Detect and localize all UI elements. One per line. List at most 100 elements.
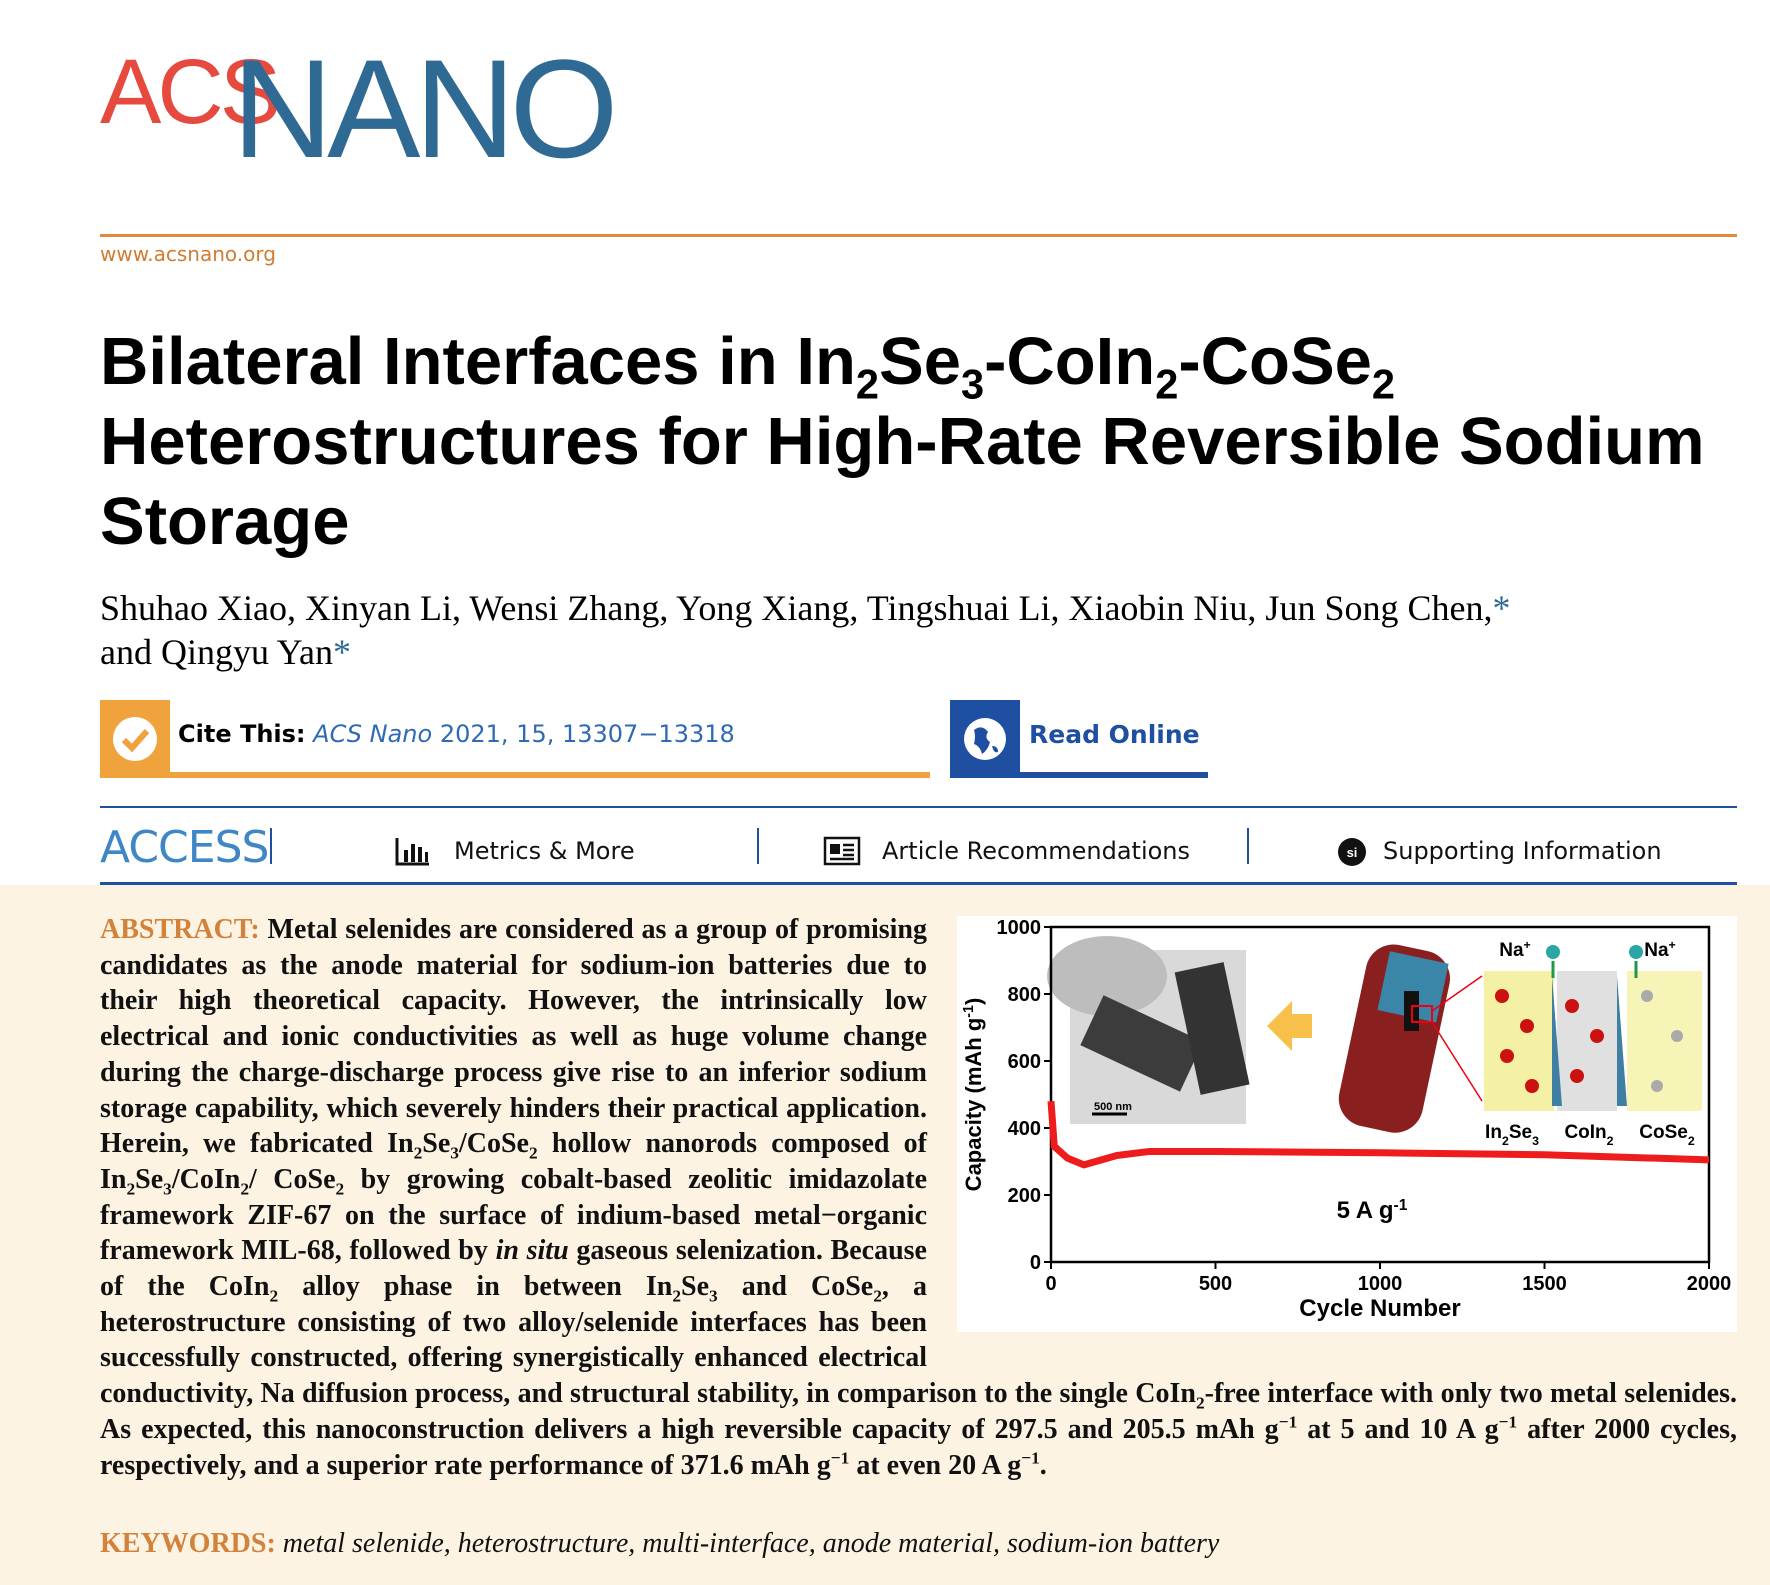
- x-tick-label: 0: [1045, 1273, 1056, 1295]
- text-run: by growing cobalt-based zeolitic imidazo…: [100, 1163, 927, 1267]
- text-run: 2: [528, 1143, 538, 1163]
- x-tick-label: 500: [1199, 1273, 1232, 1295]
- y-tick-label: 400: [1008, 1118, 1041, 1140]
- author-line: and Qingyu Yan*: [100, 630, 1510, 674]
- text-run: Bilateral Interfaces in In: [100, 324, 856, 399]
- text-run: Se: [879, 324, 961, 399]
- author-line: Shuhao Xiao, Xinyan Li, Wensi Zhang, Yon…: [100, 586, 1510, 630]
- y-tick-label: 1000: [997, 917, 1042, 939]
- text-run: 2: [873, 1286, 882, 1306]
- read-online[interactable]: Read Online: [1029, 720, 1200, 749]
- globe-icon: [964, 718, 1006, 760]
- text-run: 2: [1371, 360, 1396, 408]
- nav-link[interactable]: Supporting Information: [1383, 837, 1662, 865]
- text-run: at 5 and 10 A g: [1297, 1413, 1499, 1445]
- text-run: −1: [830, 1448, 850, 1468]
- text-run: Na: [1644, 940, 1669, 961]
- text-run: −1: [1021, 1448, 1040, 1468]
- abstract-label: ABSTRACT:: [100, 914, 260, 945]
- text-run: Se: [681, 1271, 710, 1303]
- text-run: +: [1669, 938, 1676, 952]
- text-run: +: [1524, 938, 1531, 952]
- text-run: -free interface with only two metal sele…: [100, 1378, 1737, 1445]
- text-run: -CoSe: [1178, 324, 1372, 399]
- text-run: in situ: [495, 1235, 569, 1267]
- keywords: KEYWORDS: metal selenide, heterostructur…: [100, 1528, 1219, 1560]
- cite-journal[interactable]: ACS Nano: [313, 720, 433, 748]
- toc-graphic: 0 200 400 600 800 1000 0 500 1000 1500 2000 Cycle N…: [957, 916, 1737, 1332]
- text-run: gaseous selenization. Because of the CoI…: [100, 1235, 927, 1303]
- text-run: hollow nanorods composed of In: [100, 1128, 927, 1195]
- text-run: −1: [1278, 1412, 1298, 1432]
- text-run: 2: [1607, 1134, 1614, 1148]
- text-run: 3: [1532, 1134, 1539, 1148]
- y-tick-label: 800: [1008, 984, 1041, 1006]
- logo-acs: ACS: [100, 41, 281, 143]
- text-run: and CoSe: [717, 1271, 874, 1303]
- corresponding-mark[interactable]: *: [333, 632, 352, 672]
- text-run: 2: [335, 1179, 345, 1199]
- text-run: In: [1485, 1122, 1502, 1143]
- abstract: 0 200 400 600 800 1000 0 500 1000 1500 2000 Cycle N…: [100, 912, 1737, 1483]
- separator: [1247, 828, 1249, 864]
- text-run: 2: [413, 1143, 423, 1163]
- text-run: , a heterostructure consisting of two al…: [100, 1271, 1196, 1410]
- figure-label: CoSe2: [1639, 1122, 1695, 1148]
- text-run: / CoSe: [249, 1163, 336, 1195]
- figure-label: 500 nm: [1094, 1101, 1132, 1113]
- text-run: Se: [1509, 1122, 1532, 1143]
- text-run: 3: [709, 1286, 718, 1306]
- check-icon: [113, 717, 157, 761]
- nav-link[interactable]: Article Recommendations: [882, 837, 1191, 865]
- text-run: Heterostructures for High-Rate Reversibl…: [100, 404, 1705, 559]
- figure-label: Na+: [1499, 938, 1531, 961]
- rule: [100, 882, 1737, 885]
- text-run: /CoSe: [458, 1128, 529, 1160]
- text-run: -1: [1394, 1197, 1408, 1214]
- logo-nano: NANO: [232, 30, 618, 187]
- text-run: Na: [1499, 940, 1524, 961]
- text-run: 5 A g: [1337, 1197, 1394, 1224]
- abstract-text: Metal selenides are considered as a grou…: [100, 914, 1737, 1481]
- x-tick-label: 2000: [1687, 1273, 1732, 1295]
- rule: [100, 234, 1737, 237]
- text-run: 2: [1688, 1134, 1695, 1148]
- cite-label: Cite This:: [178, 720, 306, 748]
- text-run: −1: [1498, 1412, 1518, 1432]
- text-run: 2: [1502, 1134, 1509, 1148]
- text-run: Se: [422, 1128, 451, 1160]
- text-run: 3: [163, 1179, 172, 1199]
- recommendations-icon: [823, 836, 861, 866]
- authors: Shuhao Xiao, Xinyan Li, Wensi Zhang, Yon…: [100, 586, 1510, 674]
- y-tick-label: 0: [1030, 1252, 1041, 1274]
- text-run: .: [1039, 1449, 1047, 1481]
- svg-text:si: si: [1347, 845, 1358, 860]
- toc-figure: 0 200 400 600 800 1000 0 500 1000 1500 2000 Cycle N…: [957, 916, 1737, 1368]
- read-online-box[interactable]: Read Online: [950, 700, 1208, 778]
- text-run: 2: [855, 360, 879, 408]
- text-run: at even 20 A g: [849, 1449, 1022, 1481]
- metrics-icon: [395, 838, 429, 866]
- text-run: 3: [450, 1143, 459, 1163]
- text-run: 2: [240, 1179, 249, 1199]
- corresponding-mark[interactable]: *: [1492, 588, 1511, 628]
- text-run: Metal selenides are considered as a grou…: [100, 914, 927, 1160]
- y-tick-label: 600: [1008, 1051, 1041, 1073]
- nav-link[interactable]: Metrics & More: [454, 837, 635, 865]
- text-run: CoIn: [1564, 1122, 1606, 1143]
- journal-url[interactable]: www.acsnano.org: [100, 242, 276, 266]
- crystal: [1484, 945, 1702, 1111]
- separator: [270, 828, 272, 864]
- figure-label: Na+: [1644, 938, 1676, 961]
- text-run: 2: [126, 1179, 136, 1199]
- y-tick-label: 200: [1008, 1185, 1041, 1207]
- cite-box: Cite This: ACS Nano 2021, 15, 13307−1331…: [100, 700, 930, 778]
- capacity-line: [1047, 1100, 1710, 1169]
- cite-reference[interactable]: 2021, 15, 13307−13318: [439, 720, 735, 748]
- separator: [757, 828, 759, 864]
- access-label: ACCESS: [100, 822, 269, 873]
- text-run: after 2000 cycles, respectively, and a s…: [100, 1413, 1737, 1481]
- text-run: /CoIn: [171, 1163, 241, 1195]
